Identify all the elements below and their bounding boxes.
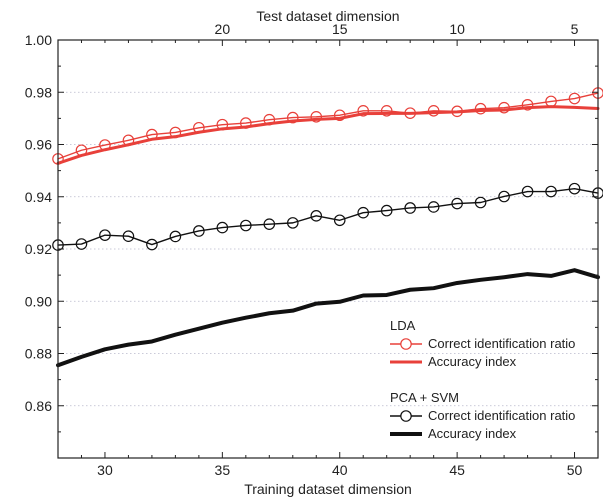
legend-marker-1-0 bbox=[400, 410, 412, 422]
legend-label-0-1: Accuracy index bbox=[428, 354, 517, 369]
x2-tick-label-0: 20 bbox=[215, 21, 231, 37]
legend-label-1-1: Accuracy index bbox=[428, 426, 517, 441]
data-point-0-0-22 bbox=[568, 92, 581, 105]
series-line-0-0 bbox=[57, 92, 599, 160]
legend-group-title-1: PCA + SVM bbox=[390, 390, 459, 405]
x-tick-label-3: 45 bbox=[449, 462, 465, 478]
data-point-1-0-17 bbox=[451, 197, 463, 210]
x-axis-title: Training dataset dimension bbox=[244, 481, 412, 497]
y-tick-label-3: 0.92 bbox=[25, 241, 52, 257]
x2-tick-label-3: 5 bbox=[571, 21, 579, 37]
data-point-1-0-21 bbox=[545, 185, 557, 198]
data-point-1-0-13 bbox=[357, 206, 370, 219]
data-point-1-0-6 bbox=[193, 225, 205, 237]
data-point-1-0-10 bbox=[286, 217, 299, 229]
data-point-1-0-1 bbox=[75, 238, 88, 250]
y-tick-label-6: 0.98 bbox=[25, 84, 52, 100]
data-point-1-0-7 bbox=[216, 221, 229, 234]
data-point-1-0-3 bbox=[122, 230, 135, 242]
y-tick-label-5: 0.96 bbox=[25, 137, 52, 153]
data-point-0-0-16 bbox=[427, 104, 440, 117]
data-point-1-0-12 bbox=[333, 214, 346, 227]
data-point-1-0-19 bbox=[498, 190, 510, 203]
data-point-0-0-11 bbox=[310, 111, 323, 123]
legend-label-1-0: Correct identification ratio bbox=[428, 408, 575, 423]
data-point-0-0-13 bbox=[357, 104, 370, 117]
data-point-0-0-10 bbox=[286, 111, 299, 124]
data-point-1-0-18 bbox=[474, 196, 487, 209]
y-tick-label-4: 0.94 bbox=[25, 189, 52, 205]
data-point-1-0-14 bbox=[380, 204, 393, 217]
data-point-0-0-20 bbox=[521, 98, 534, 111]
data-point-0-0-12 bbox=[333, 109, 346, 122]
x2-tick-label-2: 10 bbox=[449, 21, 465, 37]
y-tick-label-2: 0.90 bbox=[25, 293, 52, 309]
series-line-1-1 bbox=[56, 268, 600, 368]
x-tick-label-1: 35 bbox=[215, 462, 231, 478]
y-tick-label-0: 0.86 bbox=[25, 398, 52, 414]
data-point-0-0-14 bbox=[380, 104, 393, 117]
data-point-1-0-5 bbox=[169, 230, 182, 243]
data-point-0-0-19 bbox=[498, 101, 510, 114]
axes: 0.86 0.88 0.90 0.92 0.94 0.96 0.98 1.00 30 35 40 45… bbox=[25, 21, 599, 478]
data-point-1-0-2 bbox=[99, 229, 111, 241]
x-tick-label-2: 40 bbox=[332, 462, 348, 478]
y-tick-label-1: 0.88 bbox=[25, 346, 52, 362]
data-point-1-0-22 bbox=[568, 182, 581, 195]
x-tick-label-0: 30 bbox=[97, 462, 113, 478]
legend-label-0-0: Correct identification ratio bbox=[428, 336, 575, 351]
top-axis-title: Test dataset dimension bbox=[256, 8, 399, 24]
legend-group-title-0: LDA bbox=[390, 318, 416, 333]
data-point-1-0-16 bbox=[427, 201, 440, 213]
data-point-1-0-20 bbox=[521, 185, 534, 198]
data-point-1-0-4 bbox=[146, 238, 158, 251]
data-point-1-0-15 bbox=[404, 202, 416, 214]
data-point-1-0-8 bbox=[240, 219, 252, 232]
y-tick-label-7: 1.00 bbox=[25, 32, 52, 48]
series-layer bbox=[52, 87, 603, 368]
data-point-0-0-18 bbox=[474, 102, 487, 115]
data-point-1-0-11 bbox=[310, 210, 323, 222]
legend: LDA Correct identification ratio Accuracy … bbox=[390, 318, 575, 441]
series-line-0-1 bbox=[56, 105, 600, 165]
legend-marker-0-0 bbox=[400, 338, 412, 350]
x2-tick-label-1: 15 bbox=[332, 21, 348, 37]
data-point-1-0-9 bbox=[263, 218, 276, 230]
x-tick-label-4: 50 bbox=[567, 462, 583, 478]
series-line-1-0 bbox=[57, 187, 599, 246]
